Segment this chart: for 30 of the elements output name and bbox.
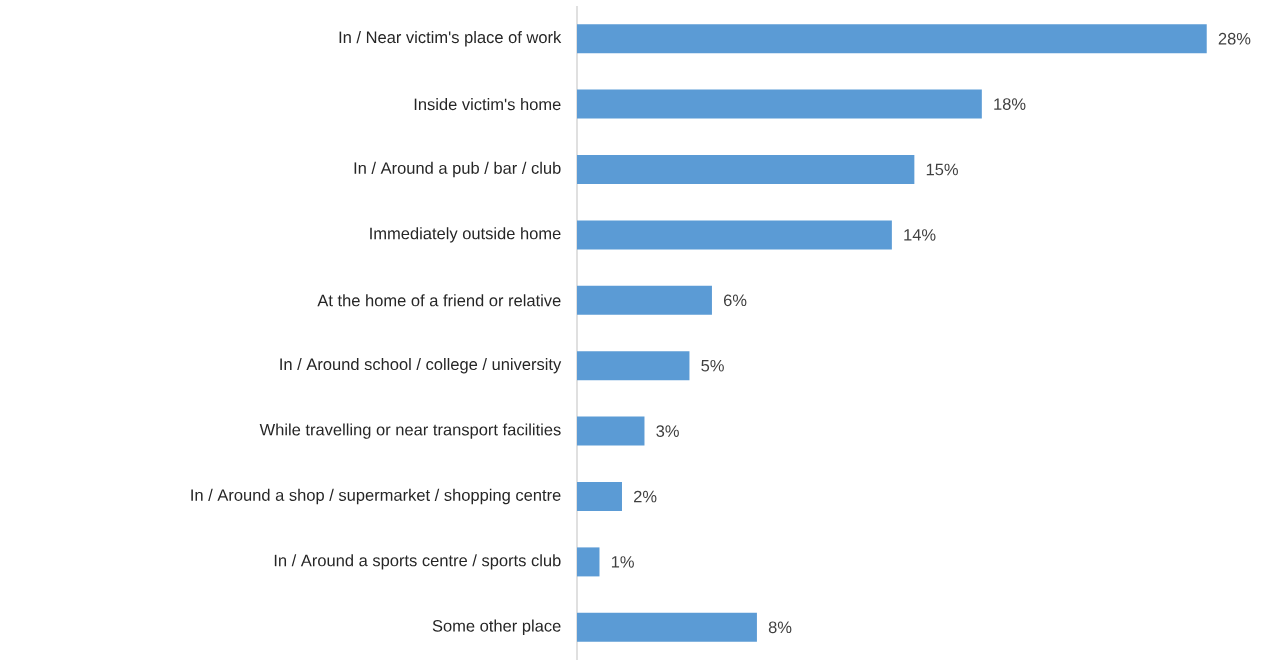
data-label: 18% bbox=[994, 98, 1026, 111]
y-tick-label: While travelling or near transport facilities bbox=[259, 423, 561, 439]
bar bbox=[577, 89, 982, 119]
y-tick-label: In / Near victim's place of work bbox=[339, 31, 562, 47]
data-label: 2% bbox=[634, 490, 657, 503]
data-label: 3% bbox=[656, 425, 679, 438]
y-tick-label: Some other place bbox=[432, 619, 561, 636]
bar bbox=[577, 24, 1207, 54]
bar bbox=[577, 220, 892, 250]
y-tick-label: In / Around school / college / university bbox=[280, 358, 562, 374]
y-tick-label: In / Around a pub / bar / club bbox=[354, 162, 561, 178]
bar bbox=[577, 155, 915, 185]
bar bbox=[577, 547, 600, 577]
data-label: 6% bbox=[723, 294, 747, 307]
bar bbox=[577, 613, 757, 643]
data-label: 8% bbox=[768, 621, 792, 634]
data-label: 1% bbox=[611, 556, 634, 568]
data-label: 28% bbox=[1218, 33, 1251, 45]
data-label: 14% bbox=[904, 229, 936, 241]
y-tick-label: At the home of a friend or relative bbox=[317, 294, 561, 307]
data-label: 15% bbox=[926, 163, 958, 176]
y-tick-label: Immediately outside home bbox=[370, 227, 561, 243]
bar bbox=[577, 351, 690, 381]
data-label: 5% bbox=[701, 360, 724, 372]
y-tick-label: In / Around a sports centre / sports club bbox=[274, 554, 561, 570]
bar bbox=[577, 482, 622, 512]
y-tick-label: In / Around a shop / supermarket / shopping centre bbox=[191, 489, 561, 505]
bar bbox=[577, 286, 712, 315]
bar bbox=[577, 416, 645, 446]
y-tick-label: Inside victim's home bbox=[414, 98, 561, 111]
